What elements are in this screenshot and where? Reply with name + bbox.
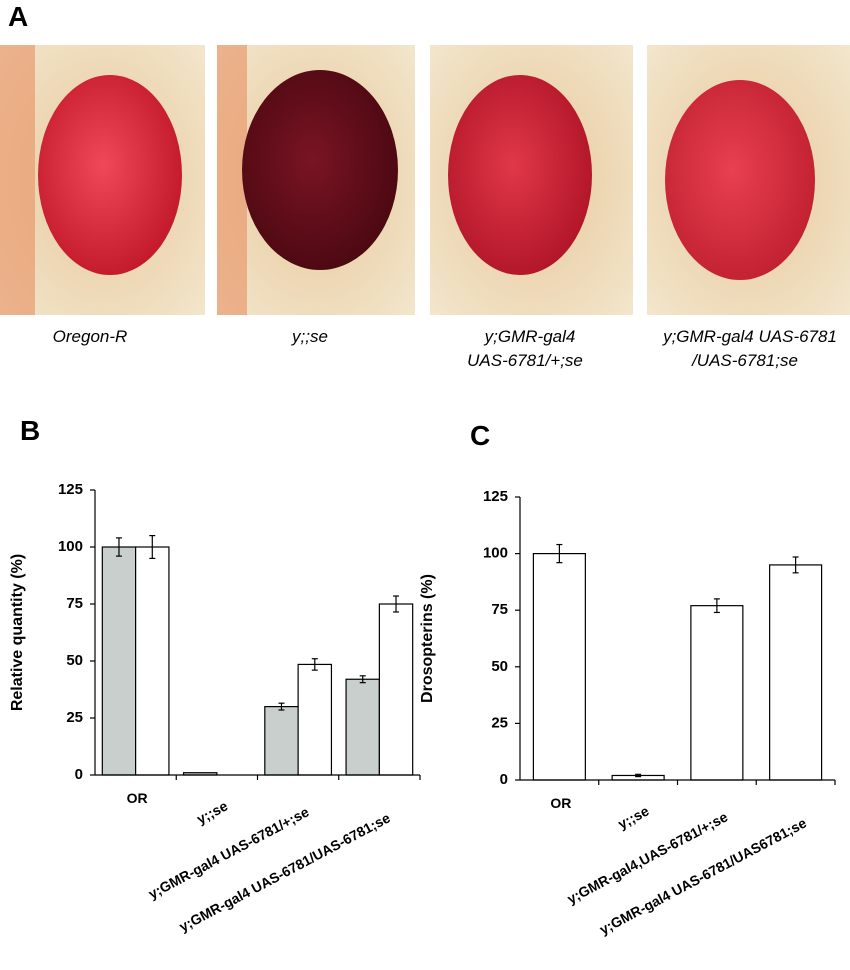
y-tick-label: 75 <box>66 595 83 612</box>
error-bar <box>635 773 642 778</box>
photo-caption: y;;se <box>291 327 328 346</box>
bar <box>264 705 299 776</box>
bar <box>378 603 414 776</box>
error-bar <box>792 556 799 574</box>
error-bar <box>713 598 720 614</box>
error-bar <box>149 534 156 560</box>
y-tick-label: 125 <box>58 481 83 498</box>
y-tick-label: 50 <box>66 652 83 669</box>
photo <box>647 45 850 315</box>
panel-label: C <box>470 420 490 451</box>
photo-caption: y;GMR-gal4 UAS-6781 <box>662 327 837 346</box>
bar <box>101 546 137 776</box>
photo-caption: UAS-6781/+;se <box>467 351 583 370</box>
x-tick-label: y;GMR-gal4 UAS-6781/+;se <box>146 803 312 901</box>
y-tick-label: 0 <box>75 766 83 783</box>
error-bar <box>278 702 285 711</box>
photo-caption: y;GMR-gal4 <box>484 327 576 346</box>
photo <box>217 45 415 315</box>
x-tick-label: y;;se <box>194 797 231 827</box>
panel-label: A <box>8 1 28 32</box>
y-axis-label: Relative quantity (%) <box>9 554 26 711</box>
error-bar <box>393 595 400 613</box>
y-tick-label: 100 <box>58 538 83 555</box>
x-tick-label: y;;se <box>615 802 652 832</box>
x-tick-label: y;GMR-gal4,UAS-6781/+;se <box>564 808 730 906</box>
y-tick-label: 0 <box>500 771 508 788</box>
x-tick-label: OR <box>127 790 148 806</box>
error-bar <box>359 675 366 684</box>
y-tick-label: 50 <box>491 658 508 675</box>
bar <box>532 552 586 781</box>
y-tick-label: 25 <box>66 709 83 726</box>
photo <box>0 45 205 315</box>
error-bar <box>311 658 318 671</box>
y-tick-label: 75 <box>491 601 508 618</box>
panel-label: B <box>20 415 40 446</box>
error-bar <box>115 537 122 557</box>
y-tick-label: 25 <box>491 714 508 731</box>
y-axis-label: Drosopterins (%) <box>419 574 436 703</box>
photo-caption: /UAS-6781;se <box>691 351 798 370</box>
bar <box>297 663 333 776</box>
x-tick-label: OR <box>550 795 571 811</box>
bar <box>769 564 823 781</box>
error-bar <box>556 543 563 564</box>
y-tick-label: 100 <box>483 545 508 562</box>
bar <box>345 678 380 776</box>
photo <box>430 45 633 315</box>
bar <box>690 605 744 781</box>
bar <box>135 546 170 776</box>
y-tick-label: 125 <box>483 488 508 505</box>
photo-caption: Oregon-R <box>53 327 128 346</box>
